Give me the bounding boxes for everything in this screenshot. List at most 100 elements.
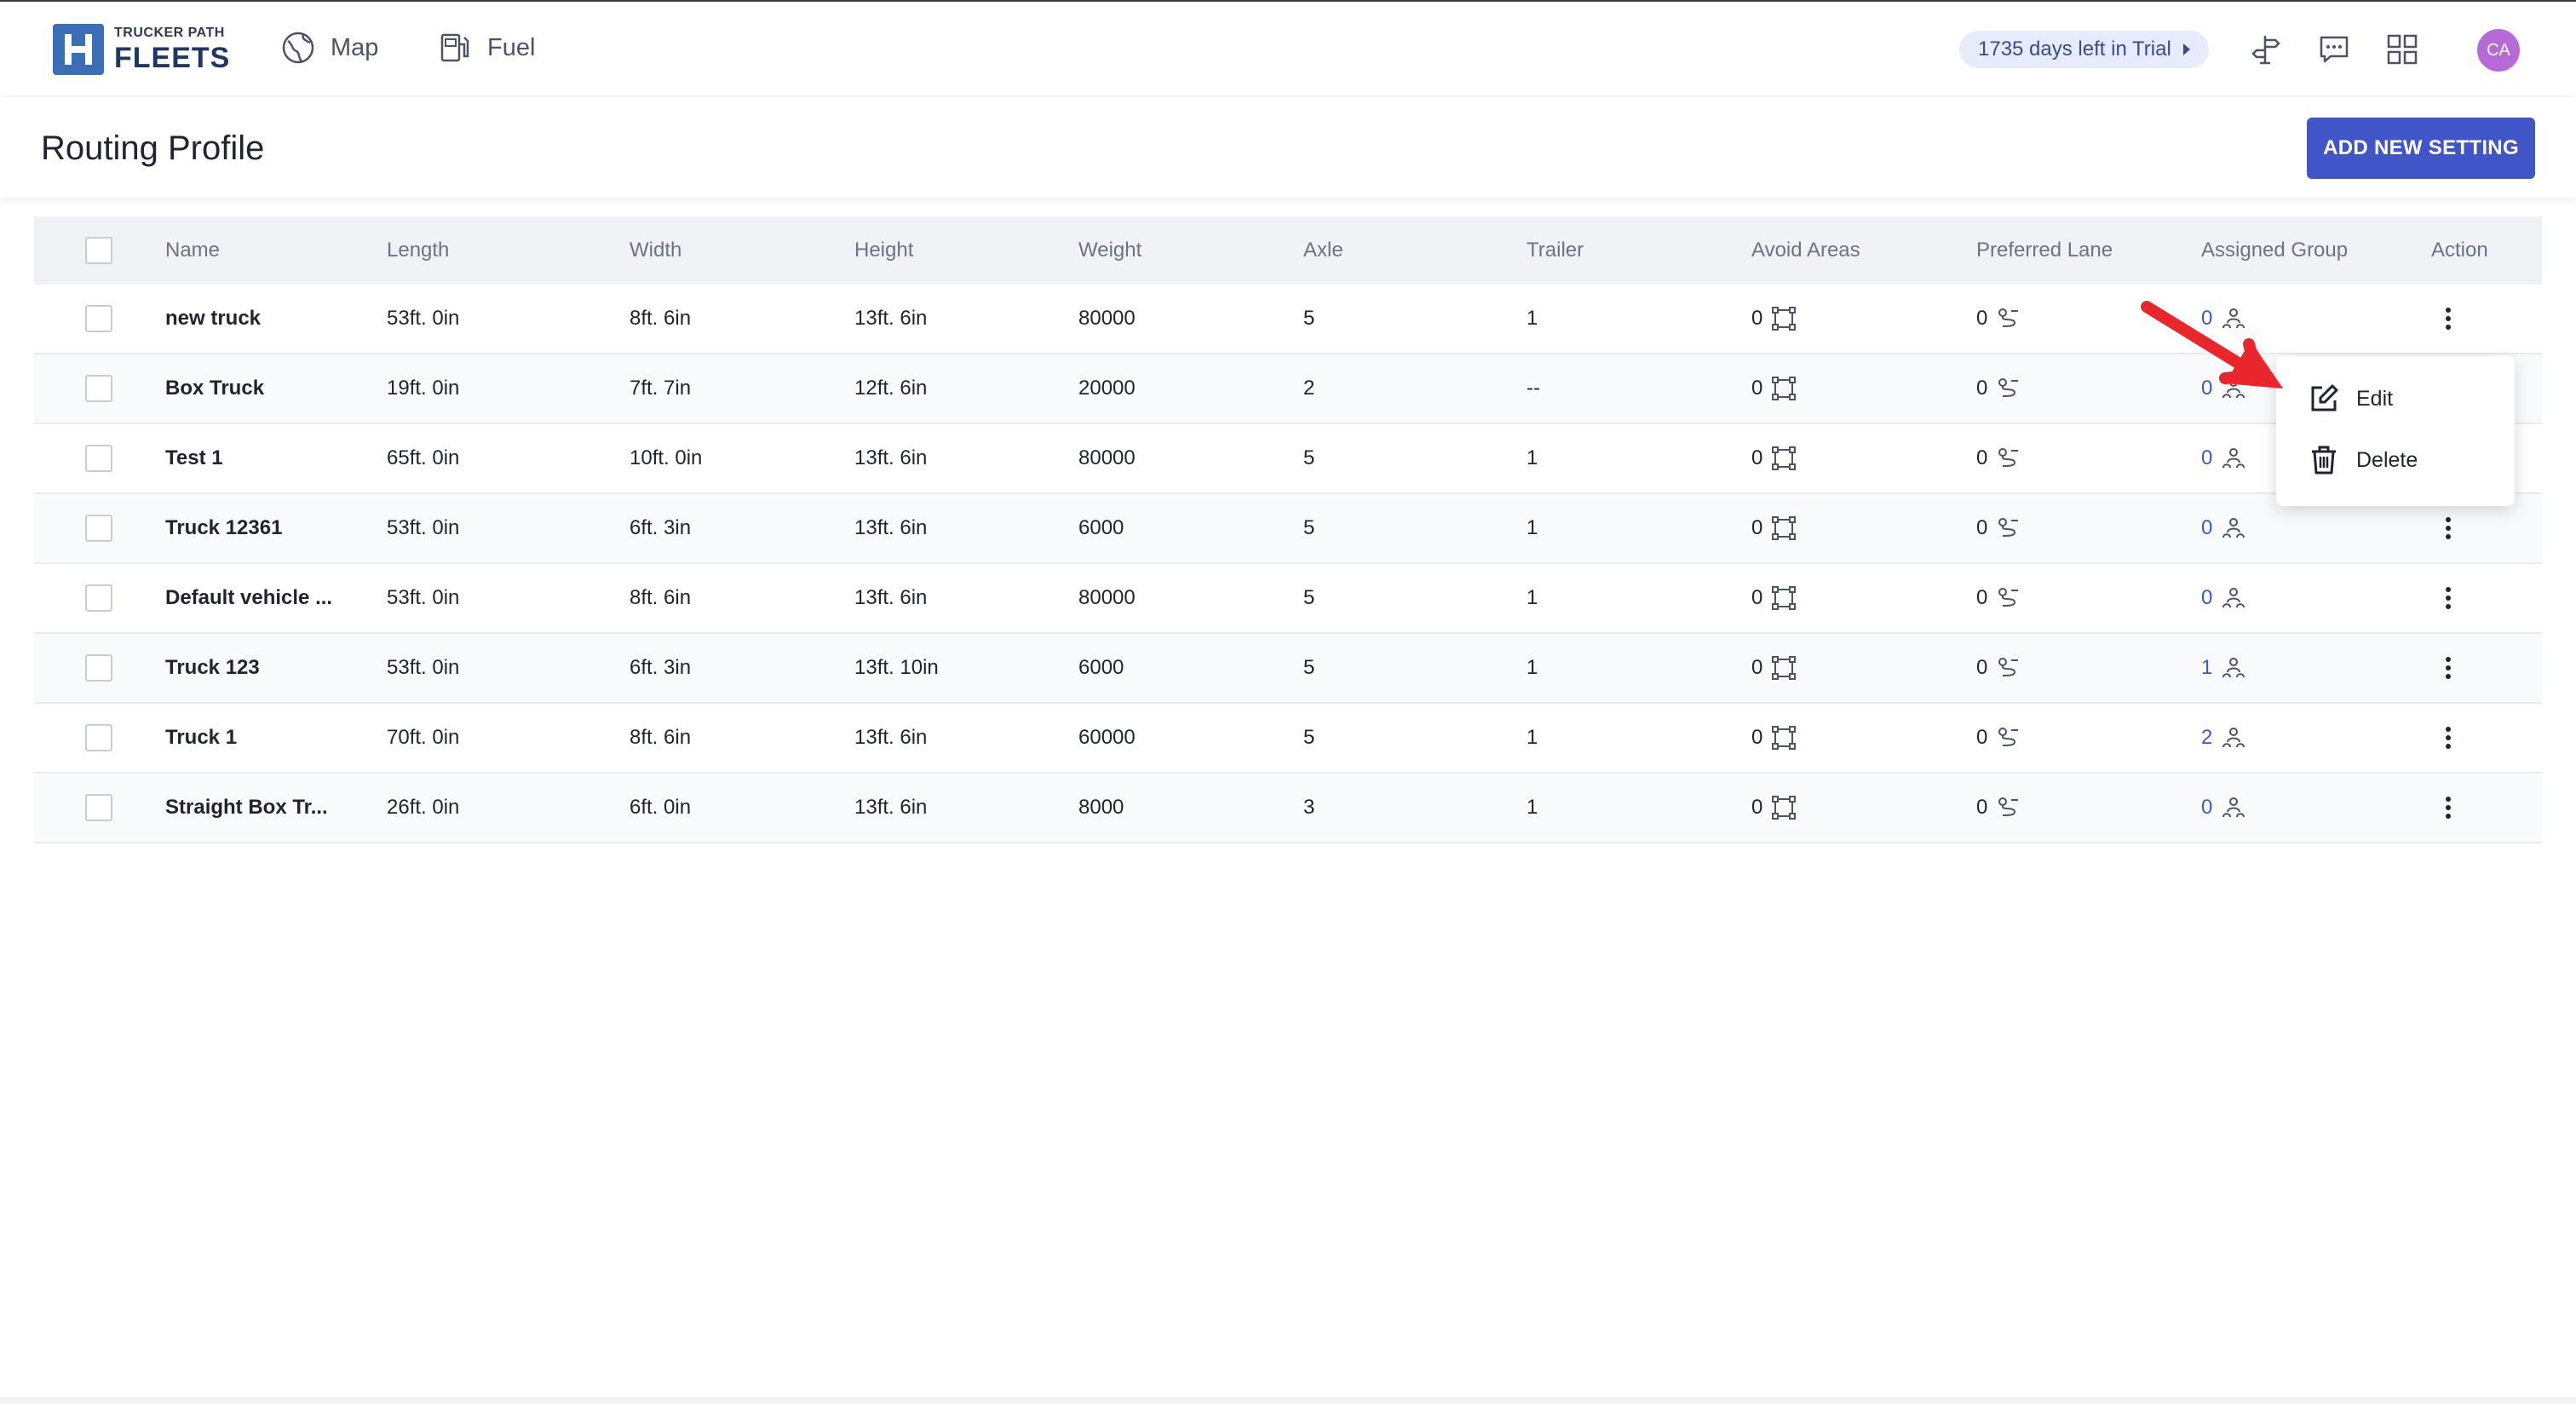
route-icon: [1998, 378, 2019, 397]
more-actions-icon[interactable]: [2431, 721, 2465, 755]
globe-icon: [282, 32, 314, 64]
table-row[interactable]: new truck 53ft. 0in 8ft. 6in 13ft. 6in 8…: [34, 285, 2542, 354]
table-row[interactable]: Box Truck 19ft. 0in 7ft. 7in 12ft. 6in 2…: [34, 354, 2542, 424]
trash-icon: [2312, 446, 2336, 475]
assigned-group-cell[interactable]: 1: [2201, 634, 2246, 702]
area-square-icon: [1772, 656, 1797, 680]
nav-map[interactable]: Map: [281, 31, 378, 65]
profile-name[interactable]: Truck 1: [165, 726, 238, 749]
assigned-group-count[interactable]: 0: [2201, 796, 2213, 819]
area-square-icon: [1772, 307, 1797, 331]
trial-label: 1735 days left in Trial: [1978, 37, 2171, 60]
row-checkbox[interactable]: [85, 445, 112, 472]
nav-fuel[interactable]: Fuel: [438, 31, 535, 65]
assigned-group-count[interactable]: 0: [2201, 586, 2213, 609]
avatar[interactable]: CA: [2477, 29, 2520, 72]
route-icon: [1998, 448, 2019, 467]
more-actions-icon[interactable]: [2431, 302, 2465, 336]
area-square-icon: [1772, 446, 1797, 470]
preferred-lane-cell: 0: [1976, 634, 2021, 702]
row-checkbox[interactable]: [85, 515, 112, 542]
caret-right-icon: [2182, 43, 2190, 55]
area-square-icon: [1772, 586, 1797, 610]
preferred-lane-cell: 0: [1976, 494, 2021, 562]
column-header-avoid-areas: Avoid Areas: [1751, 239, 1860, 262]
add-new-setting-button[interactable]: ADD NEW SETTING: [2307, 118, 2535, 179]
profile-name[interactable]: new truck: [165, 307, 262, 330]
row-checkbox[interactable]: [85, 375, 112, 402]
row-checkbox[interactable]: [85, 724, 112, 751]
area-square-icon: [1772, 377, 1797, 400]
action-dropdown-menu: Edit Delete: [2276, 356, 2515, 506]
assigned-group-count[interactable]: 0: [2201, 516, 2213, 539]
axle-value: 5: [1303, 586, 1315, 609]
width-value: 8ft. 6in: [630, 586, 692, 609]
assigned-group-count[interactable]: 0: [2201, 307, 2213, 330]
axle-value: 5: [1303, 516, 1315, 539]
more-actions-icon[interactable]: [2431, 581, 2465, 615]
row-checkbox[interactable]: [85, 654, 112, 682]
profile-name[interactable]: Box Truck: [165, 377, 265, 400]
trial-badge[interactable]: 1735 days left in Trial: [1959, 31, 2209, 68]
axle-value: 5: [1303, 307, 1315, 330]
width-value: 10ft. 0in: [630, 446, 703, 469]
signpost-icon[interactable]: [2249, 32, 2283, 66]
assigned-group-cell[interactable]: 0: [2201, 494, 2246, 562]
width-value: 8ft. 6in: [630, 726, 692, 749]
more-actions-icon[interactable]: [2431, 511, 2465, 545]
weight-value: 8000: [1078, 796, 1124, 819]
assigned-group-count[interactable]: 0: [2201, 446, 2213, 469]
assigned-group-cell[interactable]: 2: [2201, 704, 2246, 772]
assigned-group-cell[interactable]: 0: [2201, 774, 2246, 842]
axle-value: 2: [1303, 377, 1315, 400]
page-title: Routing Profile: [41, 129, 265, 167]
group-users-icon: [2222, 588, 2245, 608]
table-row[interactable]: Straight Box Tr... 26ft. 0in 6ft. 0in 13…: [34, 774, 2542, 843]
edit-menu-item[interactable]: Edit: [2309, 383, 2393, 414]
table-row[interactable]: Truck 12361 53ft. 0in 6ft. 3in 13ft. 6in…: [34, 494, 2542, 564]
assigned-group-count[interactable]: 2: [2201, 726, 2213, 749]
top-navigation-bar: TRUCKER PATH FLEETS Map Fuel 1735 days l…: [0, 0, 2576, 95]
profile-name[interactable]: Truck 123: [165, 656, 260, 679]
avoid-areas-cell: 0: [1751, 704, 1797, 772]
assigned-group-cell[interactable]: 0: [2201, 424, 2246, 492]
column-header-trailer: Trailer: [1527, 239, 1584, 262]
routing-profile-table: Name Length Width Height Weight Axle Tra…: [34, 216, 2542, 843]
more-actions-icon[interactable]: [2431, 651, 2465, 685]
table-row[interactable]: Default vehicle ... 53ft. 0in 8ft. 6in 1…: [34, 564, 2542, 634]
table-row[interactable]: Truck 1 70ft. 0in 8ft. 6in 13ft. 6in 600…: [34, 704, 2542, 774]
apps-grid-icon[interactable]: [2385, 32, 2419, 66]
weight-value: 20000: [1078, 377, 1136, 400]
row-checkbox[interactable]: [85, 305, 112, 332]
assigned-group-cell[interactable]: 0: [2201, 564, 2246, 632]
profile-name[interactable]: Test 1: [165, 446, 223, 469]
length-value: 26ft. 0in: [387, 796, 460, 819]
height-value: 13ft. 6in: [854, 796, 928, 819]
axle-value: 5: [1303, 446, 1315, 469]
row-checkbox[interactable]: [85, 794, 112, 821]
table-row[interactable]: Test 1 65ft. 0in 10ft. 0in 13ft. 6in 800…: [34, 424, 2542, 494]
preferred-lane-count: 0: [1976, 726, 1988, 749]
assigned-group-count[interactable]: 1: [2201, 656, 2213, 679]
preferred-lane-cell: 0: [1976, 285, 2021, 353]
profile-name[interactable]: Default vehicle ...: [165, 586, 333, 609]
row-checkbox[interactable]: [85, 584, 112, 612]
fleets-logo[interactable]: TRUCKER PATH FLEETS: [53, 24, 230, 75]
group-users-icon: [2222, 448, 2245, 469]
select-all-checkbox[interactable]: [85, 237, 112, 264]
profile-name[interactable]: Straight Box Tr...: [165, 796, 328, 819]
assigned-group-cell[interactable]: 0: [2201, 285, 2246, 353]
message-icon[interactable]: [2317, 32, 2351, 66]
logo-big-text: FLEETS: [114, 42, 231, 74]
table-header: Name Length Width Height Weight Axle Tra…: [34, 216, 2542, 285]
delete-menu-item[interactable]: Delete: [2309, 445, 2418, 475]
edit-label: Edit: [2356, 386, 2394, 411]
profile-name[interactable]: Truck 12361: [165, 516, 283, 539]
width-value: 7ft. 7in: [630, 377, 692, 400]
assigned-group-count[interactable]: 0: [2201, 377, 2213, 400]
more-actions-icon[interactable]: [2431, 791, 2465, 825]
trailer-value: --: [1527, 377, 1540, 400]
group-users-icon: [2222, 658, 2245, 678]
table-row[interactable]: Truck 123 53ft. 0in 6ft. 3in 13ft. 10in …: [34, 634, 2542, 704]
avoid-areas-cell: 0: [1751, 634, 1797, 702]
